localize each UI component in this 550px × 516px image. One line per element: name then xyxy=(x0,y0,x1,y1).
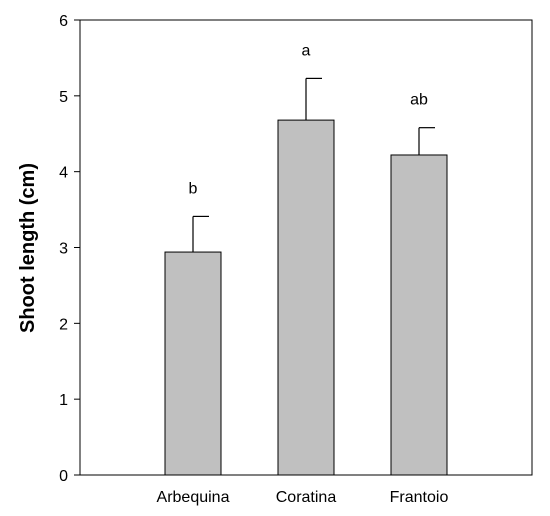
y-tick-label: 5 xyxy=(59,89,68,106)
significance-label: ab xyxy=(410,92,428,109)
y-tick-label: 1 xyxy=(59,392,68,409)
y-tick-label: 4 xyxy=(59,165,68,182)
bar xyxy=(164,251,222,476)
x-tick-label: Frantoio xyxy=(390,489,449,506)
bar xyxy=(277,119,335,476)
y-tick-label: 2 xyxy=(59,316,68,333)
bar xyxy=(390,154,448,476)
significance-label: b xyxy=(189,180,198,197)
y-tick-label: 0 xyxy=(59,468,68,485)
y-tick-label: 3 xyxy=(59,241,68,258)
x-tick-label: Coratina xyxy=(276,489,337,506)
y-axis-label: Shoot length (cm) xyxy=(17,163,39,333)
plot-area: 0 1 2 3 4 5 6 b Arbequina a Coratina ab Frantoio xyxy=(59,13,533,506)
significance-label: a xyxy=(302,42,311,59)
x-tick-label: Arbequina xyxy=(157,489,230,506)
y-tick-label: 6 xyxy=(59,13,68,30)
